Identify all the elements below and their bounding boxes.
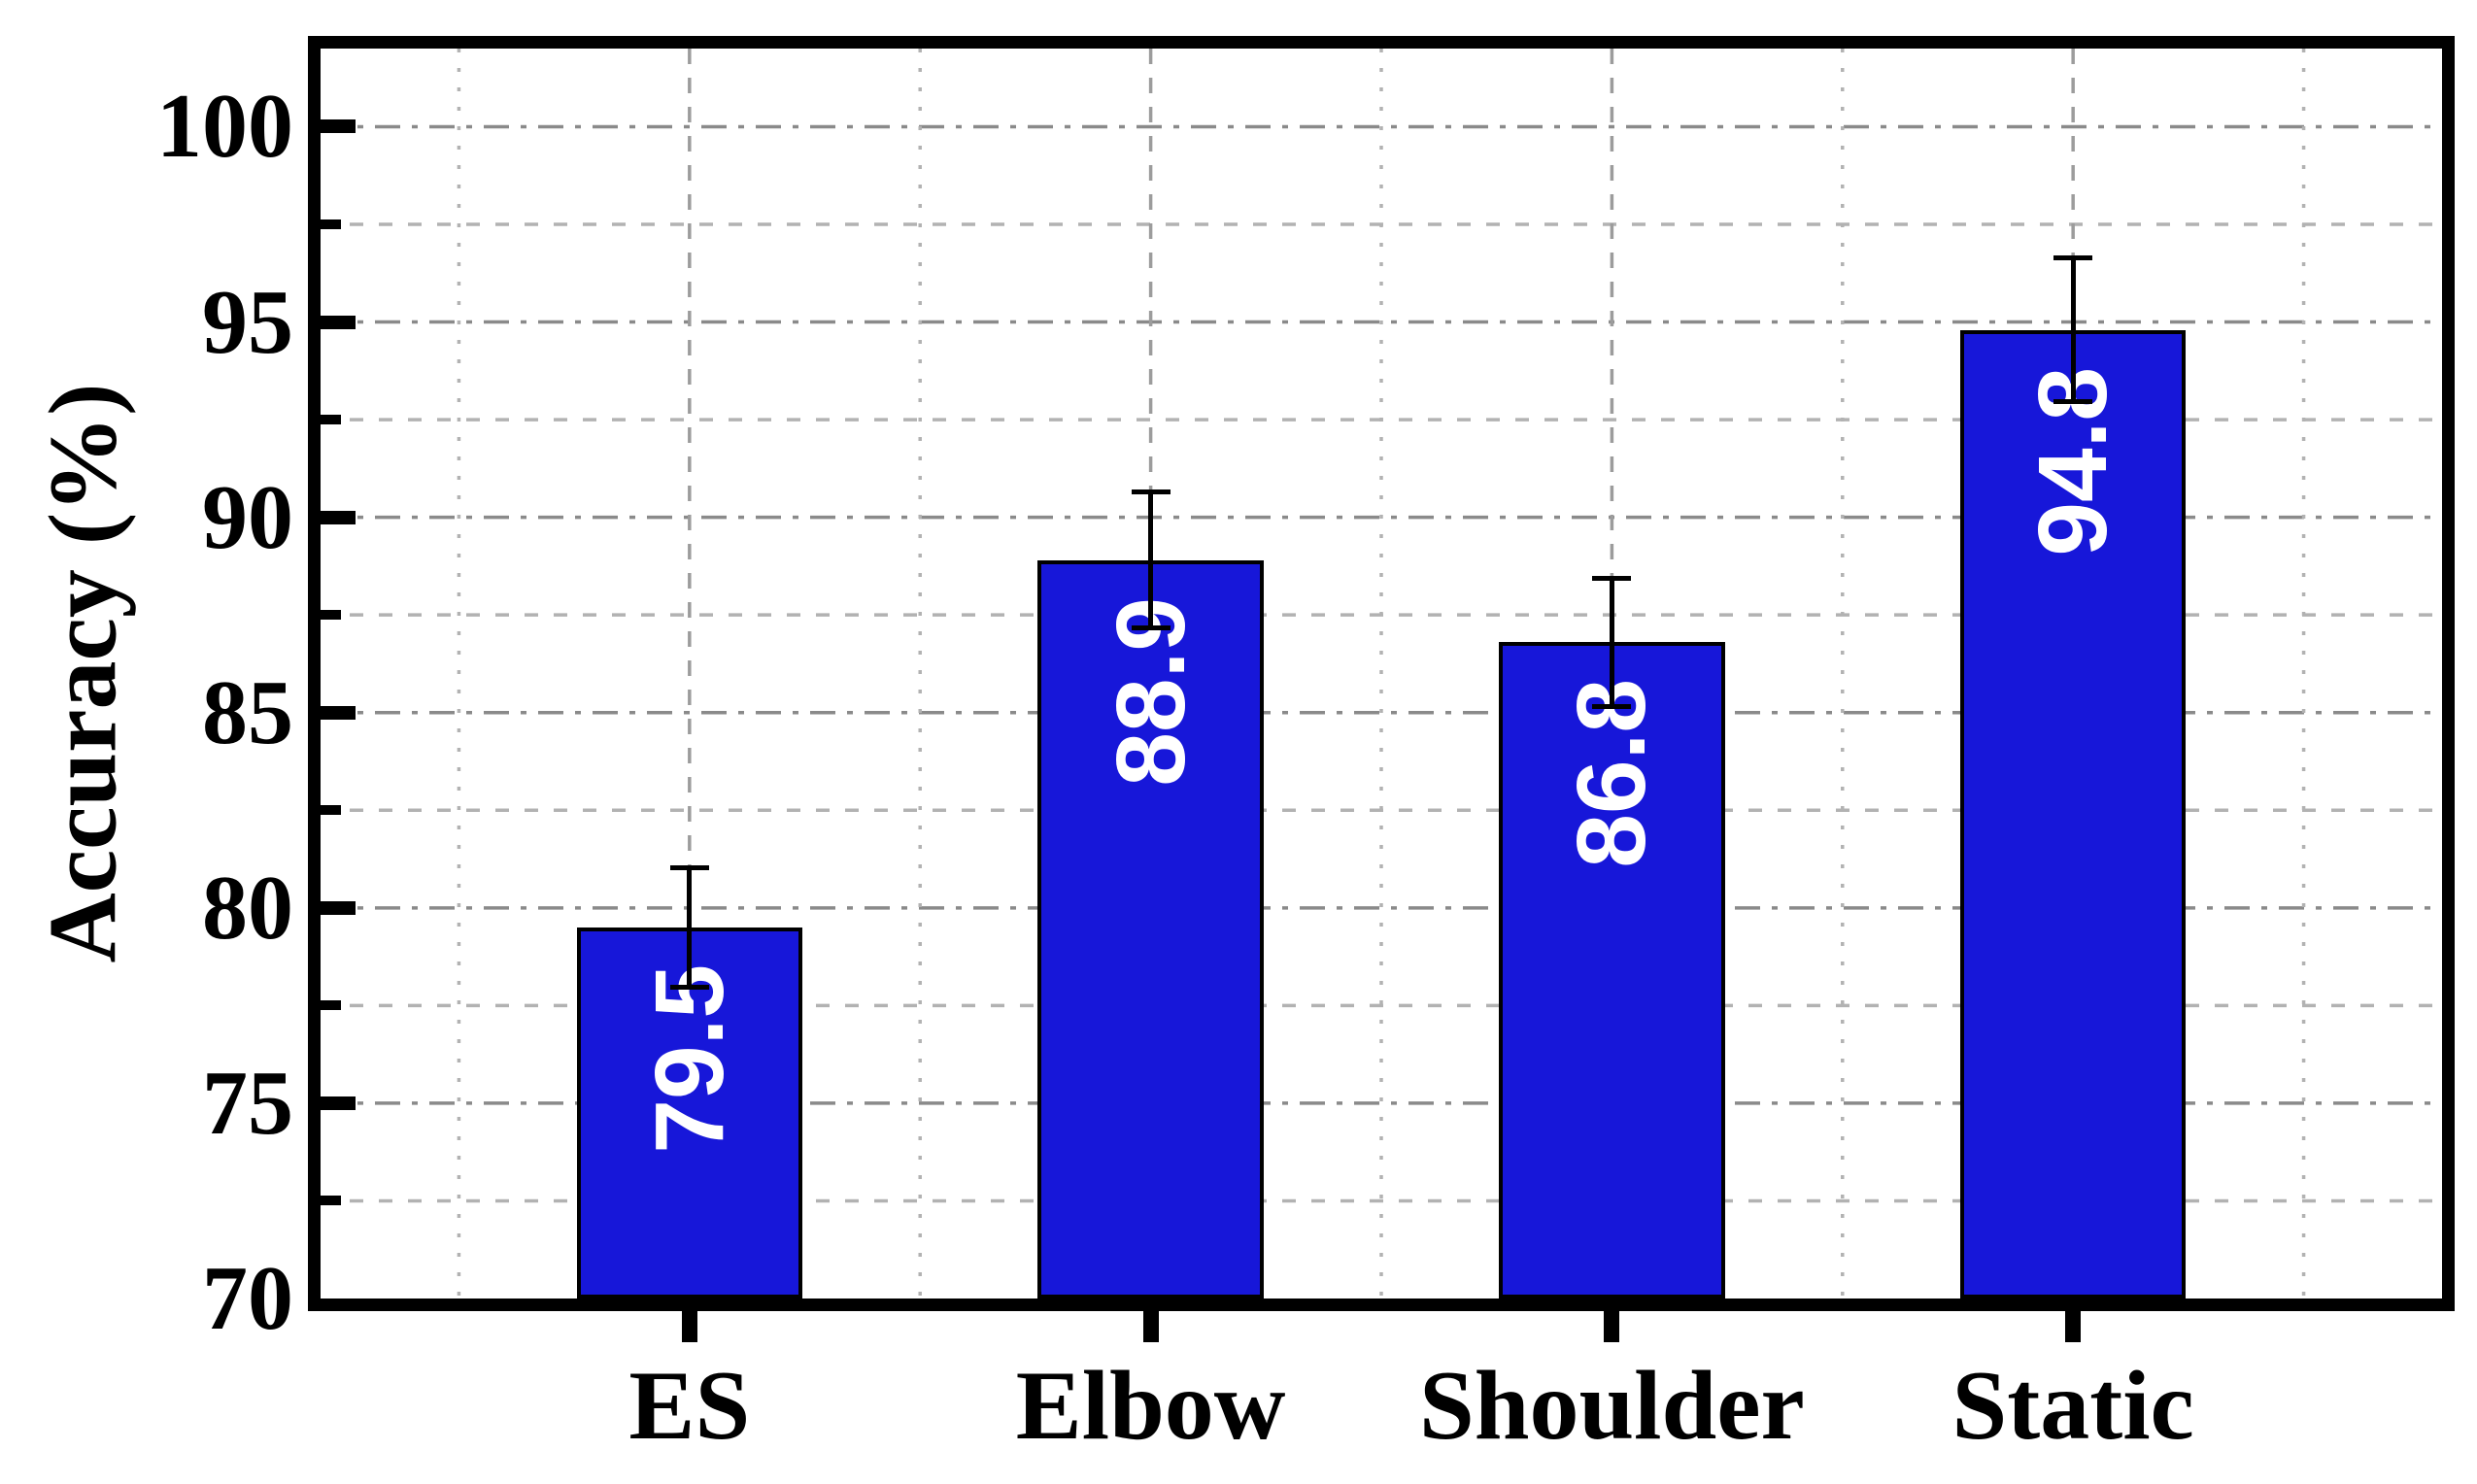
y-tick-label: 85 <box>202 661 293 763</box>
error-bar-line <box>1609 575 1614 709</box>
x-category-label: Elbow <box>1015 1351 1286 1461</box>
gridlines-layer <box>321 49 2442 1298</box>
y-minor-tick <box>321 610 341 621</box>
error-bar-cap-top <box>1131 489 1171 495</box>
x-major-tick <box>1604 1311 1620 1342</box>
bar-shoulder: 86.8 <box>1499 642 1725 1298</box>
plot-frame: 79.5 88.9 86.8 94.8 <box>308 36 2455 1311</box>
y-minor-tick <box>321 805 341 816</box>
error-bar <box>669 864 709 991</box>
x-category-label: Static <box>1951 1351 2194 1461</box>
bar-value-label: 79.5 <box>634 963 744 1154</box>
y-major-tick <box>321 315 356 329</box>
y-major-tick <box>321 1096 356 1110</box>
y-major-tick <box>321 705 356 720</box>
y-major-tick <box>321 900 356 915</box>
x-major-tick <box>1142 1311 1159 1342</box>
y-minor-tick <box>321 219 341 229</box>
x-major-tick <box>2065 1311 2082 1342</box>
error-bar-cap-top <box>1592 575 1632 581</box>
error-bar-line <box>1148 489 1154 631</box>
error-bar-cap-top <box>669 864 709 870</box>
y-major-tick <box>321 510 356 524</box>
y-minor-tick <box>321 415 341 425</box>
error-bar-cap-bottom <box>669 985 709 991</box>
error-bar-line <box>687 864 693 991</box>
bar-elbow: 88.9 <box>1037 559 1264 1298</box>
error-bar-cap-bottom <box>2053 398 2093 404</box>
error-bar <box>1592 575 1632 709</box>
x-major-tick <box>681 1311 697 1342</box>
y-tick-label: 95 <box>202 271 293 373</box>
y-tick-label: 80 <box>202 857 293 959</box>
error-bar-cap-bottom <box>1592 703 1632 709</box>
bar-static: 94.8 <box>1959 329 2187 1298</box>
x-category-label: ES <box>628 1351 751 1461</box>
y-tick-label: 75 <box>202 1052 293 1154</box>
y-major-tick <box>321 119 356 134</box>
y-minor-tick <box>321 1000 341 1011</box>
x-category-label: Shoulder <box>1418 1351 1805 1461</box>
y-tick-label: 70 <box>202 1248 293 1349</box>
error-bar <box>2053 255 2093 404</box>
error-bar <box>1131 489 1171 631</box>
error-bar-cap-top <box>2053 255 2093 261</box>
error-bar-line <box>2070 255 2076 404</box>
y-minor-tick <box>321 1196 341 1206</box>
error-bar-cap-bottom <box>1131 625 1171 631</box>
y-tick-label: 100 <box>156 76 293 178</box>
y-tick-label: 90 <box>202 466 293 568</box>
